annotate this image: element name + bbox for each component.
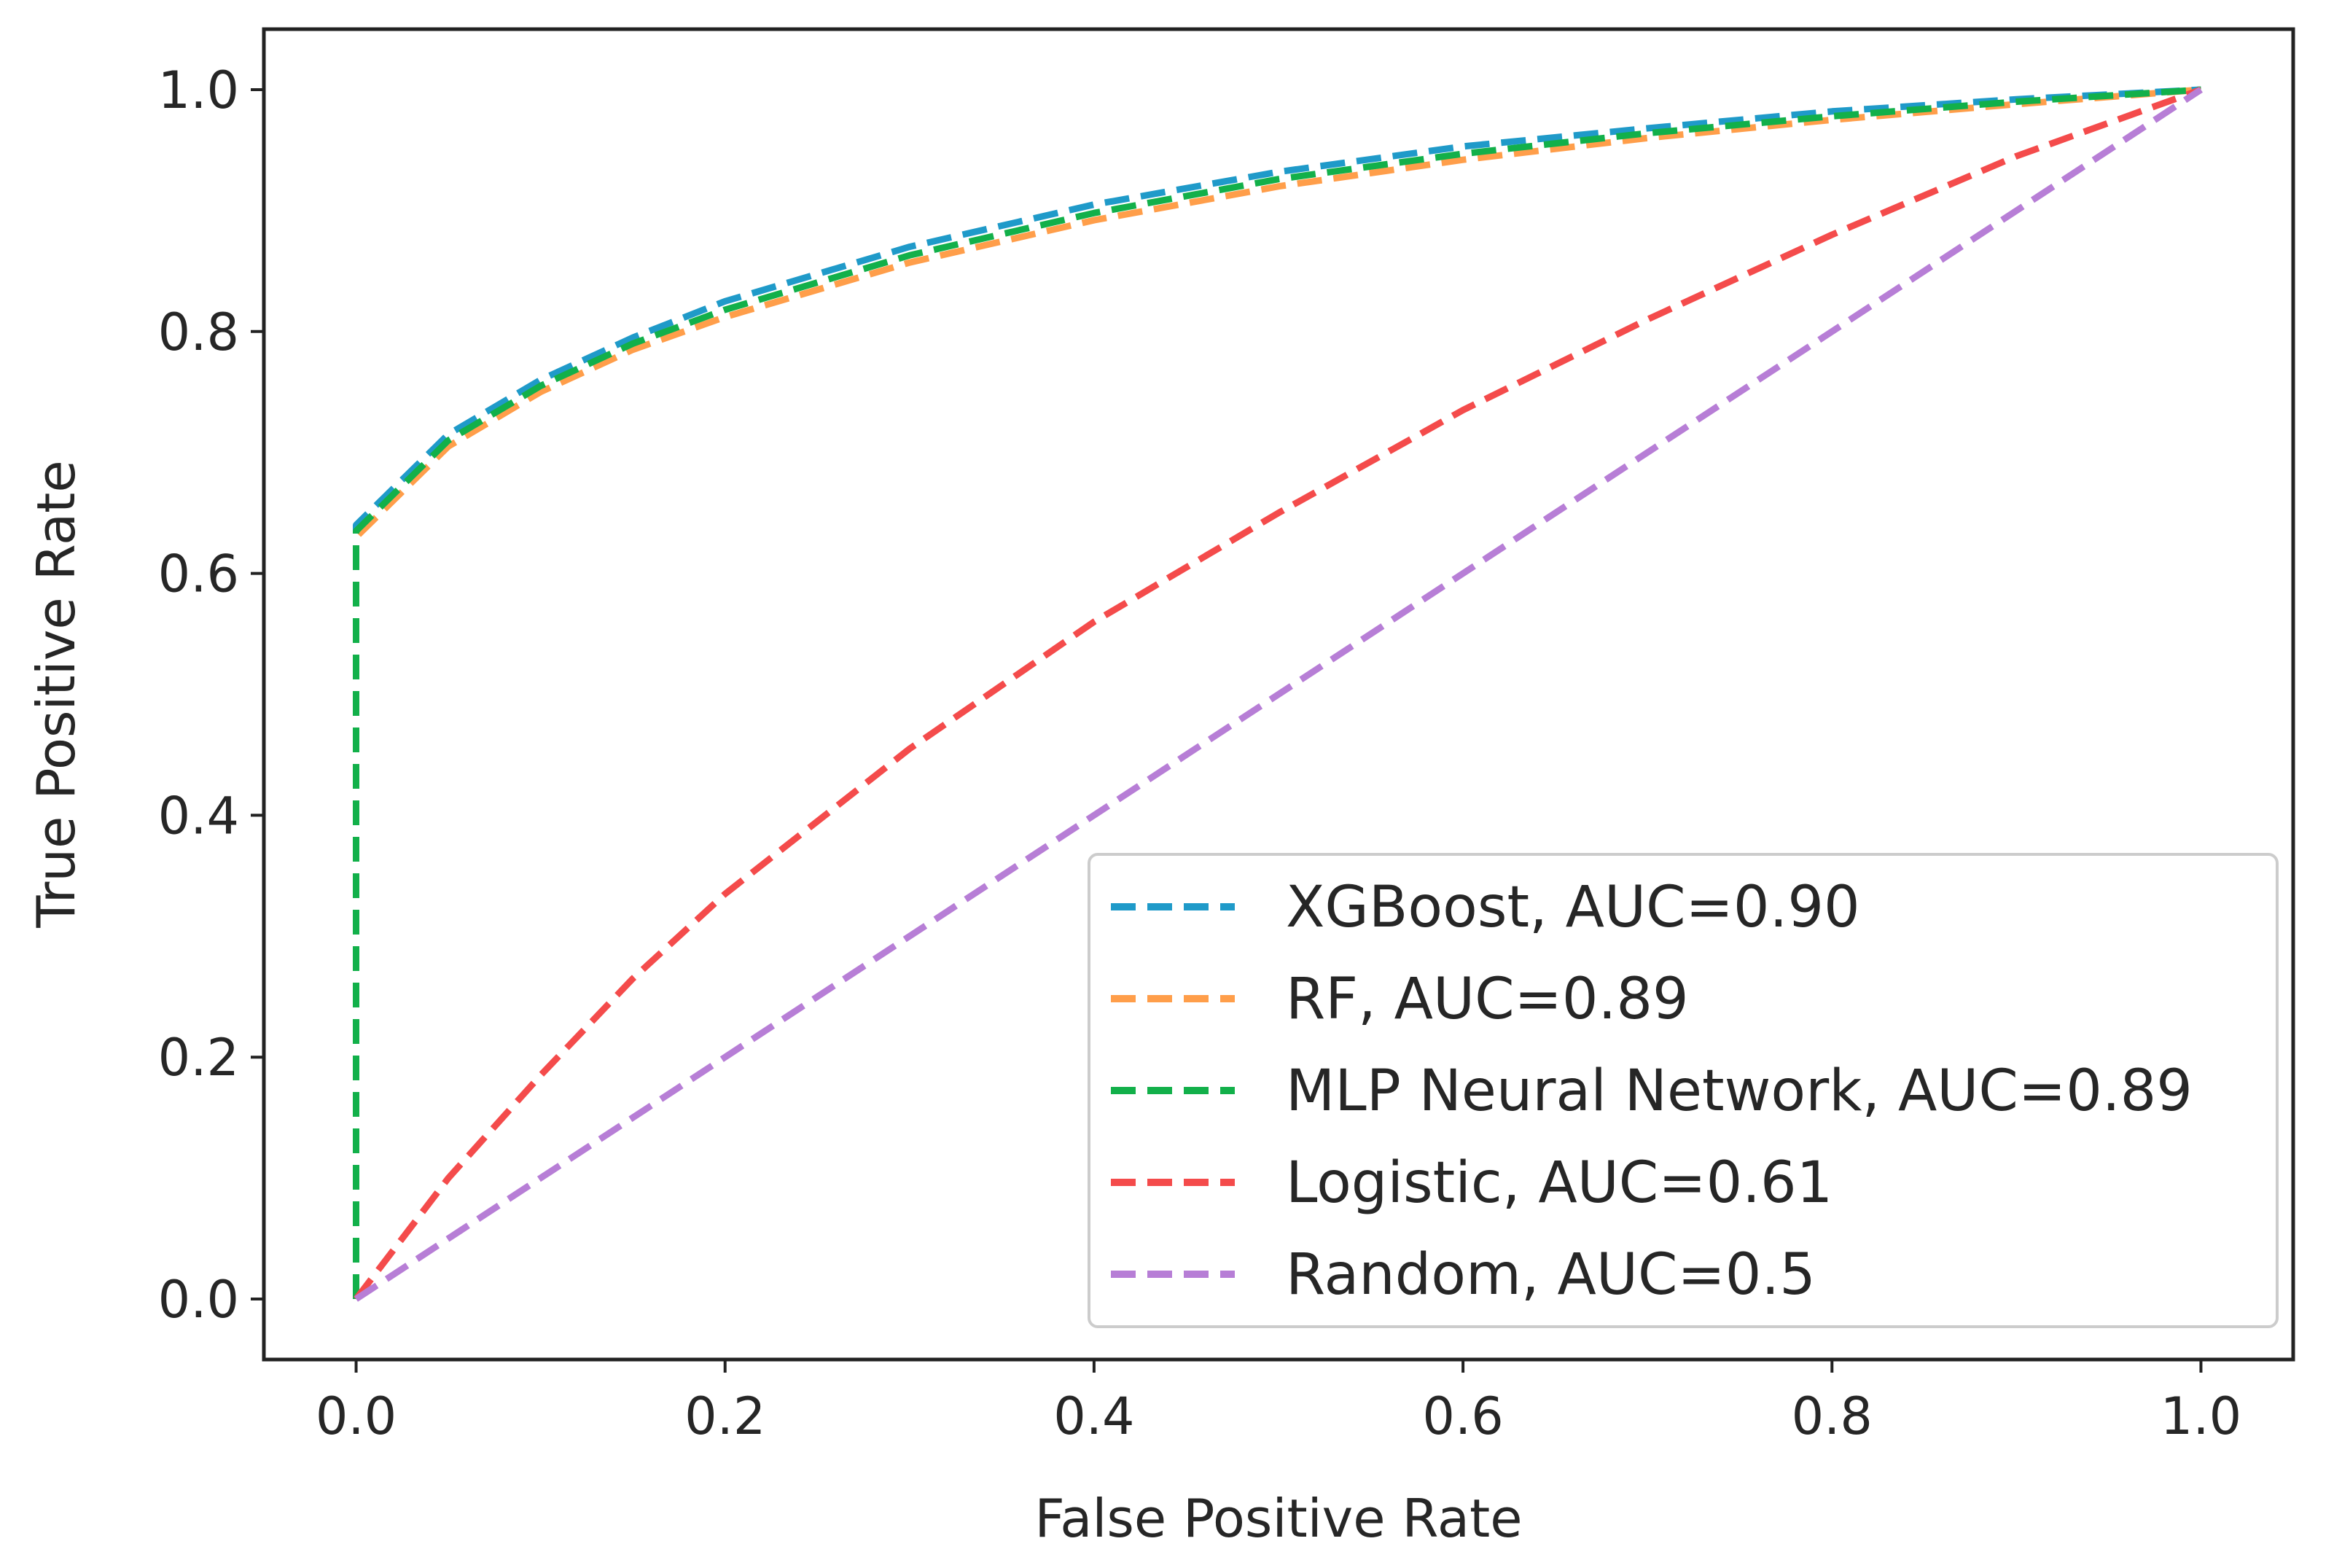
legend: XGBoost, AUC=0.90 RF, AUC=0.89 MLP Neural … bbox=[1088, 853, 2279, 1328]
series-line-2 bbox=[353, 86, 2201, 1299]
x-tick-label: 0.6 bbox=[1422, 1386, 1503, 1446]
legend-box bbox=[1088, 853, 2279, 1328]
y-axis-ticks: 0.0 0.2 0.4 0.6 0.8 1.0 bbox=[158, 61, 264, 1330]
x-tick-label: 0.2 bbox=[684, 1386, 765, 1446]
plot-frame bbox=[262, 27, 2295, 1362]
y-tick-label: 0.0 bbox=[158, 1270, 239, 1330]
x-axis-ticks: 0.0 0.2 0.4 0.6 0.8 1.0 bbox=[316, 1360, 2241, 1446]
legend-label-2: MLP Neural Network, AUC=0.89 bbox=[1286, 1058, 2193, 1124]
x-tick-label: 1.0 bbox=[2161, 1386, 2241, 1446]
legend-label-3: Logistic, AUC=0.61 bbox=[1286, 1150, 1833, 1216]
x-tick-label: 0.4 bbox=[1053, 1386, 1134, 1446]
series-line-4 bbox=[354, 87, 2203, 1302]
y-tick-label: 0.4 bbox=[158, 786, 239, 846]
series-line-0 bbox=[353, 86, 2201, 1299]
x-tick-label: 0.0 bbox=[316, 1386, 397, 1446]
x-tick-label: 0.8 bbox=[1792, 1386, 1873, 1446]
legend-label-0: XGBoost, AUC=0.90 bbox=[1286, 875, 1860, 940]
y-axis-label: True Positive Rate bbox=[26, 460, 87, 928]
y-tick-label: 0.2 bbox=[158, 1028, 239, 1088]
legend-label-4: Random, AUC=0.5 bbox=[1286, 1242, 1816, 1308]
legend-label-1: RF, AUC=0.89 bbox=[1286, 967, 1689, 1032]
series-line-3 bbox=[353, 86, 2203, 1301]
y-tick-label: 0.8 bbox=[158, 303, 239, 362]
y-tick-label: 0.6 bbox=[158, 545, 239, 604]
y-tick-label: 1.0 bbox=[158, 61, 239, 120]
x-axis-label: False Positive Rate bbox=[1034, 1488, 1522, 1549]
series-layer bbox=[353, 86, 2203, 1302]
